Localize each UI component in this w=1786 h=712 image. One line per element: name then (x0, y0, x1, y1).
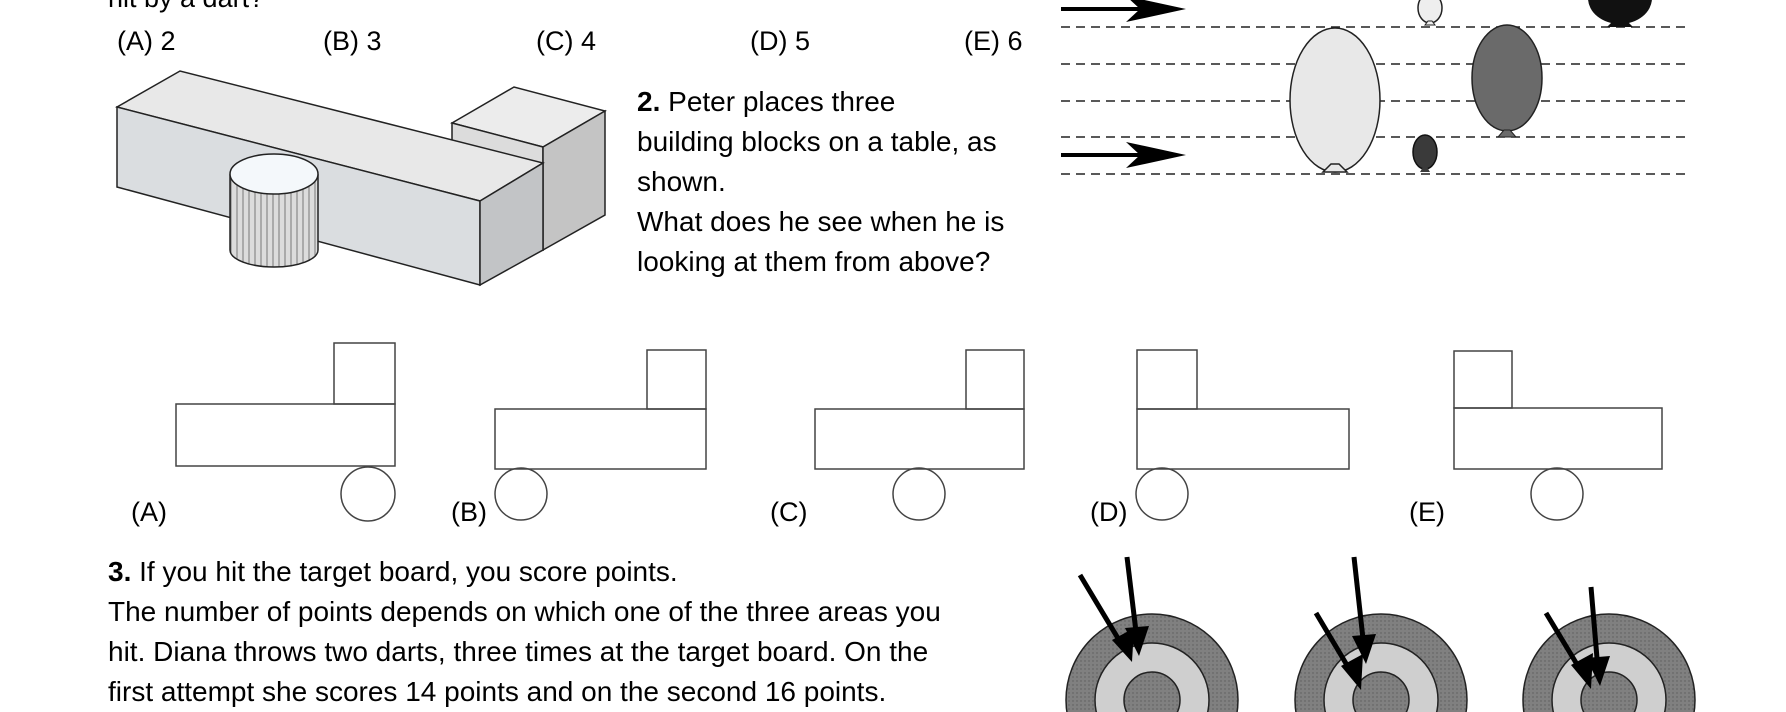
arrow-icon-bottom (1061, 142, 1186, 168)
q2-line-3: shown. (637, 166, 726, 197)
q2-number: 2. (637, 86, 661, 117)
target-board-2 (1294, 556, 1468, 712)
balloon-tiny-light (1417, 0, 1443, 26)
cylinder-block (229, 153, 319, 268)
option-e-shape (1453, 350, 1663, 521)
q3-number: 3. (108, 556, 132, 587)
q2-line-2: building blocks on a table, as (637, 126, 997, 157)
q1-cut-text: hit by a dart? (108, 0, 264, 18)
balloon-medium-gray (1471, 24, 1543, 138)
arrow-icon-top (1061, 0, 1186, 22)
q2-option-label-e: (E) (1409, 497, 1445, 527)
q3-line-3: hit. Diana throws two darts, three times… (108, 636, 929, 667)
target-board-1 (1065, 556, 1239, 712)
q1-option-d: (D) 5 (750, 26, 810, 56)
q3-line-2: The number of points depends on which on… (108, 596, 941, 627)
q1-option-c: (C) 4 (536, 26, 596, 56)
target-board-3 (1522, 586, 1696, 712)
q3-line-1-text: If you hit the target board, you score p… (139, 556, 678, 587)
q2-line-1-text: Peter places three (668, 86, 896, 117)
q1-option-b: (B) 3 (323, 26, 382, 56)
q3-line-1: 3. If you hit the target board, you scor… (108, 552, 678, 592)
q2-option-label-b: (B) (451, 497, 487, 527)
q3-line-4: first attempt she scores 14 points and o… (108, 676, 887, 707)
q2-line-5: looking at them from above? (637, 246, 991, 277)
q1-option-a: (A) 2 (117, 26, 176, 56)
q2-option-label-d: (D) (1090, 497, 1128, 527)
q2-line-1: 2. Peter places three (637, 82, 895, 122)
q2-option-label-c: (C) (770, 497, 808, 527)
q2-option-label-a: (A) (131, 497, 167, 527)
option-d-shape (1135, 349, 1350, 521)
option-b-shape (494, 349, 707, 521)
q2-line-4: What does he see when he is (637, 206, 1005, 237)
q1-option-e: (E) 6 (964, 26, 1023, 56)
balloon-small-dark (1412, 134, 1438, 172)
option-c-shape (814, 349, 1025, 521)
balloon-large-light (1289, 27, 1381, 173)
balloon-black (1588, 0, 1652, 27)
option-a-shape (175, 342, 396, 522)
